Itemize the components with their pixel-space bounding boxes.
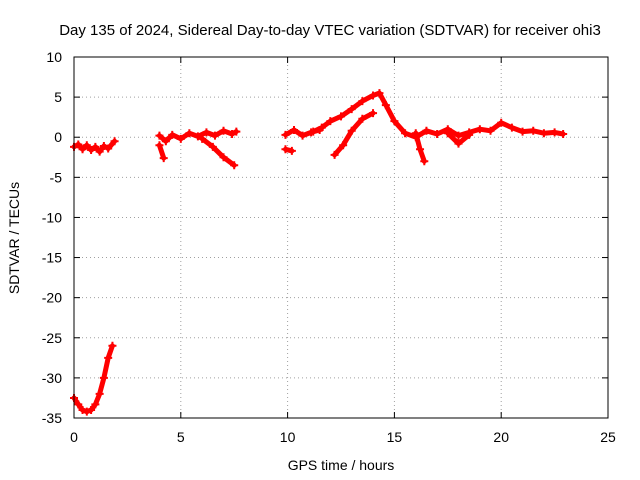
- x-tick-label: 25: [600, 429, 616, 445]
- data-point: [155, 141, 164, 150]
- data-point: [347, 126, 356, 135]
- data-point: [465, 130, 474, 139]
- data-point: [358, 97, 367, 106]
- series-segment-1: [71, 138, 118, 155]
- data-point: [401, 129, 410, 138]
- y-tick-label: -10: [42, 209, 62, 225]
- data-point: [454, 131, 463, 140]
- y-tick-label: -5: [50, 169, 63, 185]
- data-point: [486, 126, 495, 135]
- data-point: [390, 117, 399, 126]
- data-point: [99, 142, 108, 151]
- data-point: [317, 123, 326, 132]
- data-point: [381, 101, 390, 110]
- data-point: [443, 129, 452, 138]
- data-point: [219, 126, 228, 135]
- data-point: [529, 126, 538, 135]
- data-point: [358, 114, 367, 123]
- data-point: [95, 147, 104, 156]
- data-point: [281, 130, 290, 139]
- series-segment-2-tail: [199, 136, 237, 168]
- data-point: [339, 141, 348, 150]
- data-point: [78, 145, 87, 154]
- y-tick-label: 0: [54, 129, 62, 145]
- x-axis-label: GPS time / hours: [288, 457, 395, 473]
- data-point: [232, 127, 241, 136]
- data-point: [208, 142, 217, 151]
- data-point: [559, 130, 568, 139]
- data-point: [287, 146, 296, 155]
- data-point: [210, 131, 219, 140]
- data-point: [82, 141, 91, 150]
- x-tick-label: 0: [70, 429, 78, 445]
- data-point: [155, 131, 164, 140]
- data-point: [337, 112, 345, 121]
- data-point: [78, 405, 87, 414]
- data-point: [375, 89, 384, 98]
- x-tick-label: 20: [493, 429, 509, 445]
- y-tick-label: -30: [42, 370, 62, 386]
- data-point: [74, 400, 83, 409]
- series-curve-dip: [71, 343, 115, 415]
- data-point: [518, 127, 527, 136]
- data-point: [550, 128, 559, 137]
- data-point: [330, 150, 339, 159]
- y-tick-label: -20: [42, 290, 62, 306]
- y-tick-label: 5: [54, 89, 62, 105]
- y-axis-label: SDTVAR / TECUs: [6, 182, 22, 294]
- data-point: [202, 128, 211, 137]
- data-point: [91, 400, 100, 409]
- y-tick-label: -35: [42, 410, 62, 426]
- data-point: [110, 137, 119, 146]
- data-point: [168, 130, 177, 139]
- data-point: [539, 129, 548, 138]
- y-tick-label: 10: [46, 49, 62, 65]
- x-tick-label: 5: [177, 429, 185, 445]
- x-tick-label: 15: [387, 429, 403, 445]
- data-point: [422, 126, 431, 135]
- data-point: [161, 137, 170, 146]
- data-point: [507, 123, 516, 132]
- data-point: [176, 134, 185, 143]
- data-point: [369, 109, 378, 118]
- chart-title: Day 135 of 2024, Sidereal Day-to-day VTE…: [59, 22, 601, 39]
- data-point: [281, 145, 290, 154]
- data-point: [475, 125, 484, 134]
- data-point: [454, 139, 463, 148]
- data-point: [185, 129, 194, 138]
- data-point: [87, 146, 96, 155]
- data-point: [230, 161, 239, 170]
- data-point: [91, 142, 100, 151]
- data-point: [82, 407, 91, 416]
- data-point: [369, 91, 378, 100]
- data-point: [416, 145, 425, 154]
- data-point: [193, 132, 202, 141]
- data-point: [420, 157, 429, 166]
- data-point: [298, 131, 307, 140]
- data-point: [95, 389, 104, 398]
- y-tick-label: -25: [42, 330, 62, 346]
- data-point: [347, 105, 356, 114]
- data-point: [326, 117, 335, 126]
- data-point: [433, 130, 442, 139]
- plot-frame: [73, 56, 609, 419]
- data-point: [74, 140, 83, 149]
- data-point: [219, 153, 228, 162]
- data-point: [87, 405, 96, 414]
- data-point: [290, 126, 299, 135]
- y-tick-label: -15: [42, 250, 62, 266]
- data-point: [198, 134, 207, 143]
- data-point: [108, 341, 117, 350]
- data-point: [411, 129, 420, 138]
- data-point: [497, 118, 506, 127]
- data-point: [159, 154, 168, 163]
- x-tick-label: 10: [280, 429, 296, 445]
- data-point: [104, 353, 113, 362]
- data-point: [309, 127, 318, 136]
- data-point: [104, 144, 113, 153]
- data-point: [228, 130, 237, 139]
- data-point: [99, 373, 108, 382]
